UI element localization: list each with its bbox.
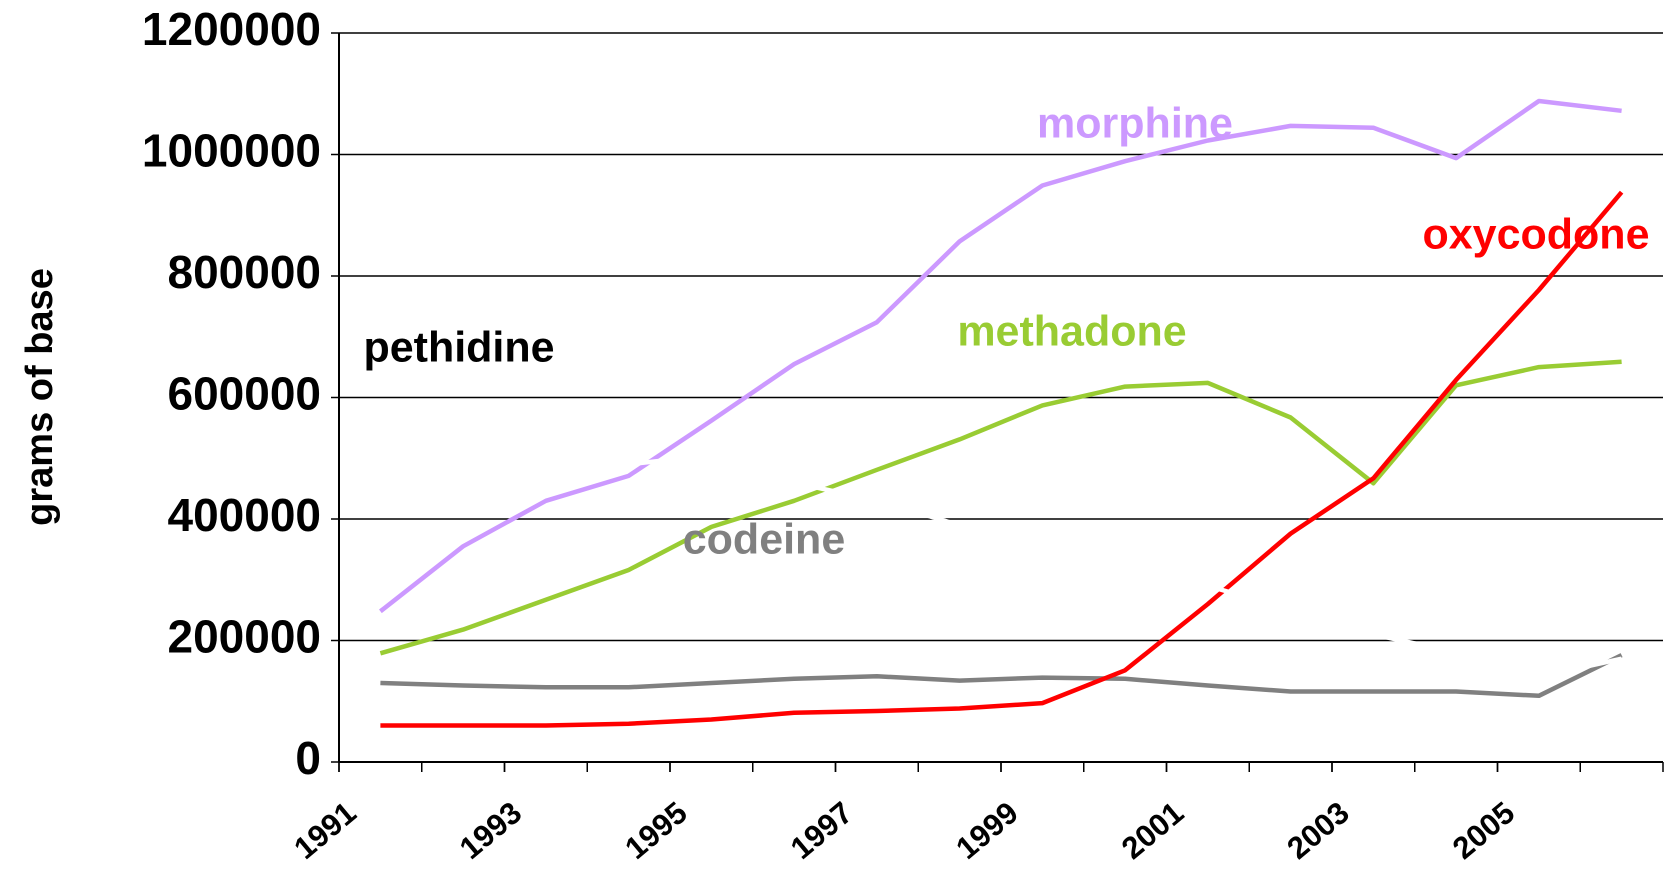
y-axis-label: grams of base — [19, 268, 61, 526]
x-tick-label: 1995 — [618, 795, 693, 866]
series-line — [379, 98, 1622, 614]
x-tick-label: 2005 — [1446, 795, 1521, 866]
x-tick-label: 1999 — [949, 795, 1024, 866]
y-tick-label: 200000 — [168, 611, 322, 663]
series-label: pethidine — [363, 323, 554, 371]
x-tick-label: 2003 — [1280, 795, 1355, 866]
series-line — [380, 452, 1623, 680]
x-tick-label: 1993 — [453, 795, 528, 866]
x-tick-label: 1991 — [287, 795, 362, 866]
y-tick-label: 0 — [295, 732, 321, 784]
y-tick-label: 1000000 — [142, 125, 321, 177]
x-tick-label: 2001 — [1115, 795, 1190, 866]
series-label: methadone — [957, 307, 1186, 355]
series-line — [379, 359, 1622, 656]
series-label: morphine — [1037, 99, 1233, 147]
y-tick-label: 600000 — [168, 368, 322, 420]
y-tick-label: 800000 — [168, 246, 322, 298]
y-tick-label: 400000 — [168, 489, 322, 541]
series-line — [380, 653, 1623, 699]
x-tick-label: 1997 — [784, 795, 859, 866]
series-line — [380, 190, 1624, 728]
series-label: oxycodone — [1423, 210, 1650, 258]
series-label: codeine — [683, 515, 846, 563]
y-tick-label: 1200000 — [142, 3, 321, 55]
